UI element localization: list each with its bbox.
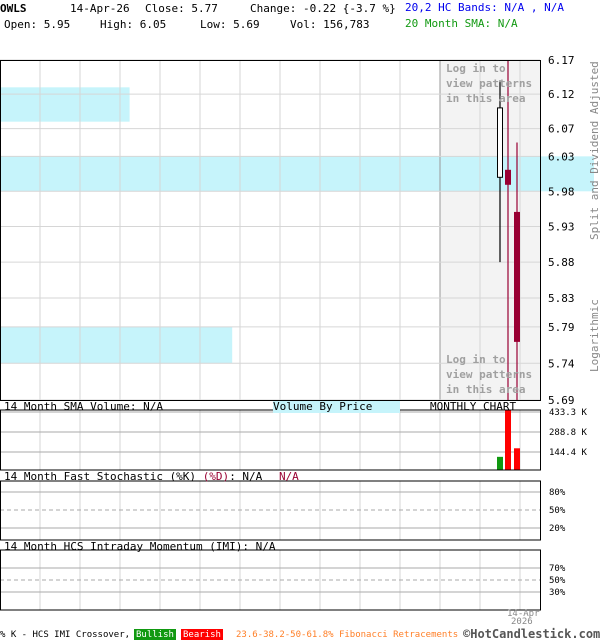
volume-by-price-band (0, 326, 233, 364)
bullish-badge: Bullish (134, 629, 176, 640)
volume-by-price-label: Volume By Price (273, 401, 400, 413)
volume-by-price-band (0, 87, 130, 122)
open: Open: 5.95 (4, 18, 71, 31)
fibonacci-legend: 23.6-38.2-50-61.8% Fibonacci Retracement… (236, 630, 459, 640)
symbol: OWLS (0, 2, 27, 15)
login-note-top[interactable]: Log in to view patterns in this area (446, 62, 533, 105)
imi-tick-label: 30% (549, 588, 566, 598)
imi-panel-frame (0, 549, 541, 611)
y-tick-label: 5.93 (548, 221, 575, 234)
change: Change: -0.22 {-3.7 %} (250, 2, 396, 15)
login-area (440, 60, 540, 400)
stochastic-panel-frame (0, 480, 541, 541)
low: Low: 5.69 (200, 18, 260, 31)
stochastic-title: 14 Month Fast Stochastic (%K) (%D): N/A … (4, 471, 299, 483)
stochastic-tick-label: 20% (549, 524, 566, 534)
date-axis-label-1: 14-Apr (507, 609, 540, 619)
y-tick-label: 6.03 (548, 150, 575, 163)
sma: 20 Month SMA: N/A (405, 17, 518, 30)
candle-body (514, 211, 520, 342)
login-note-bottom[interactable]: Log in to view patterns in this area (446, 353, 533, 396)
adjusted-label: Split and Dividend Adjusted (588, 61, 600, 240)
volume-panel-frame (0, 409, 541, 471)
date: 14-Apr-26 (70, 2, 130, 15)
crossover-legend: % K - HCS IMI Crossover, (0, 630, 131, 640)
bearish-badge: Bearish (181, 629, 223, 640)
y-tick-label: 5.69 (548, 394, 575, 407)
candle-body (497, 107, 503, 178)
imi-tick-label: 50% (549, 576, 566, 586)
hc-bands: 20,2 HC Bands: N/A , N/A (405, 1, 564, 14)
y-tick-label: 6.17 (548, 54, 575, 67)
brand-watermark[interactable]: ©HotCandlestick.com (463, 627, 600, 640)
stochastic-tick-label: 80% (549, 488, 566, 498)
volume-tick-label: 144.4 K (549, 448, 588, 458)
high: High: 6.05 (100, 18, 167, 31)
log-label: Logarithmic (588, 299, 600, 372)
chart-type-label: MONTHLY CHART (430, 400, 517, 413)
volume-bar (497, 456, 503, 470)
volume-by-price-band (0, 156, 594, 192)
candle-body (505, 169, 511, 185)
y-tick-label: 5.98 (548, 185, 575, 198)
y-tick-label: 5.74 (548, 357, 575, 370)
imi-tick-label: 70% (549, 564, 566, 574)
y-tick-label: 5.88 (548, 256, 575, 269)
stochastic-k-value: : N/A (229, 470, 263, 483)
volume-tick-label: 433.3 K (549, 408, 588, 418)
imi-title: 14 Month HCS Intraday Momentum (IMI): N/… (4, 540, 276, 553)
price-panel-frame (0, 60, 541, 401)
stochastic-d-value: N/A (278, 470, 299, 483)
y-tick-label: 5.83 (548, 292, 575, 305)
volume-bar (514, 448, 520, 470)
volume-bar (505, 410, 511, 470)
close: Close: 5.77 (145, 2, 218, 15)
stochastic-d-label: (%D) (202, 470, 230, 483)
y-tick-label: 5.79 (548, 321, 575, 334)
stochastic-tick-label: 50% (549, 506, 566, 516)
y-tick-label: 6.07 (548, 123, 575, 136)
stochastic-k-label: 14 Month Fast Stochastic (%K) (4, 470, 197, 483)
volume-title: 14 Month SMA Volume: N/A (4, 400, 163, 413)
volume-tick-label: 288.8 K (549, 428, 588, 438)
date-axis-label-2: 2026 (511, 617, 533, 627)
vol: Vol: 156,783 (290, 18, 370, 31)
y-tick-label: 6.12 (548, 88, 575, 101)
